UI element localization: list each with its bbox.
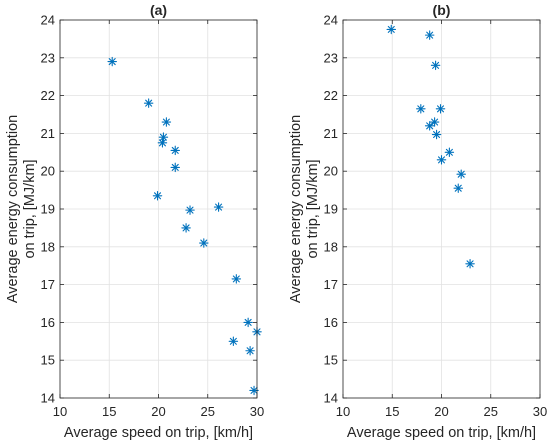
y-tick-label: 21 xyxy=(324,126,338,141)
x-tick-label: 30 xyxy=(250,404,264,419)
y-tick-label: 24 xyxy=(41,13,55,28)
data-point xyxy=(170,162,180,173)
y-tick-label: 17 xyxy=(324,277,338,292)
data-point xyxy=(386,24,397,35)
panel-b-x-axis-label: Average speed on trip, [km/h] xyxy=(347,425,536,441)
panel-b-x-ticks: 10 15 20 25 30 xyxy=(336,404,547,419)
y-tick-label: 18 xyxy=(41,239,55,254)
data-point xyxy=(152,191,163,201)
x-tick-label: 10 xyxy=(336,404,350,419)
data-point xyxy=(107,56,117,67)
y-tick-label: 22 xyxy=(41,88,55,103)
data-point xyxy=(158,132,169,142)
y-tick-label: 14 xyxy=(324,391,338,406)
x-tick-label: 15 xyxy=(385,404,399,419)
data-point xyxy=(424,30,435,40)
x-tick-label: 10 xyxy=(53,404,67,419)
panel-b-title: (b) xyxy=(433,2,451,18)
data-point xyxy=(143,98,154,108)
y-tick-label: 14 xyxy=(41,391,55,406)
data-point xyxy=(185,205,195,215)
data-point xyxy=(416,104,426,114)
data-point xyxy=(444,147,455,158)
data-point xyxy=(157,138,168,148)
y-tick-label: 24 xyxy=(324,13,338,28)
y-tick-label: 22 xyxy=(324,88,338,103)
y-tick-label: 15 xyxy=(324,353,338,368)
x-tick-label: 30 xyxy=(533,404,547,419)
x-tick-label: 25 xyxy=(484,404,498,419)
y-tick-label: 23 xyxy=(324,50,338,65)
panel-a-grid xyxy=(59,19,258,399)
data-point xyxy=(436,155,447,165)
x-tick-label: 25 xyxy=(201,404,215,419)
panel-b-y-axis-label-line1: Average energy consumption xyxy=(288,115,304,303)
data-point xyxy=(243,317,253,328)
data-point xyxy=(456,169,466,179)
x-tick-label: 20 xyxy=(434,404,448,419)
y-tick-label: 15 xyxy=(41,353,55,368)
panel-a-y-axis-label-line1: Average energy consumption xyxy=(5,115,21,303)
data-point xyxy=(161,117,172,127)
y-tick-label: 21 xyxy=(41,126,55,141)
y-tick-label: 17 xyxy=(41,277,55,292)
x-tick-label: 15 xyxy=(102,404,116,419)
panel-a-y-axis-label-line2: on trip, [MJ/km] xyxy=(22,159,38,258)
data-point xyxy=(465,259,475,269)
y-tick-label: 16 xyxy=(41,315,55,330)
y-tick-label: 20 xyxy=(324,164,338,179)
data-point xyxy=(431,129,442,140)
data-point xyxy=(424,121,435,131)
data-point xyxy=(429,117,440,127)
panel-b-y-axis-label-line2: on trip, [MJ/km] xyxy=(305,159,321,258)
panel-b-y-ticks: 14 15 16 17 18 19 20 21 22 23 24 xyxy=(324,13,338,406)
y-tick-label: 23 xyxy=(41,50,55,65)
data-point xyxy=(228,336,239,347)
data-point xyxy=(245,345,255,356)
data-point xyxy=(170,145,180,156)
data-point xyxy=(453,183,463,193)
panel-a: 10 15 20 25 30 14 15 16 17 18 19 20 21 2… xyxy=(5,2,264,441)
data-point xyxy=(181,223,191,233)
panel-a-title: (a) xyxy=(150,2,167,18)
panel-a-x-axis-label: Average speed on trip, [km/h] xyxy=(64,425,253,441)
panel-a-x-ticks: 10 15 20 25 30 xyxy=(53,404,264,419)
panel-a-points xyxy=(107,56,262,396)
panel-b-axes-box xyxy=(342,19,541,399)
y-tick-label: 19 xyxy=(324,202,338,217)
data-point xyxy=(199,238,209,248)
panel-a-y-ticks: 14 15 16 17 18 19 20 21 22 23 24 xyxy=(41,13,55,406)
panel-b-points xyxy=(386,24,475,269)
data-point xyxy=(430,60,441,71)
y-tick-label: 19 xyxy=(41,202,55,217)
panel-a-axes-box xyxy=(59,19,258,399)
y-tick-label: 16 xyxy=(324,315,338,330)
y-tick-label: 18 xyxy=(324,239,338,254)
data-point xyxy=(213,202,224,212)
y-tick-label: 20 xyxy=(41,164,55,179)
data-point xyxy=(435,104,446,114)
x-tick-label: 20 xyxy=(151,404,165,419)
panel-b: 10 15 20 25 30 14 15 16 17 18 19 20 21 2… xyxy=(288,2,547,441)
data-point xyxy=(231,274,242,284)
